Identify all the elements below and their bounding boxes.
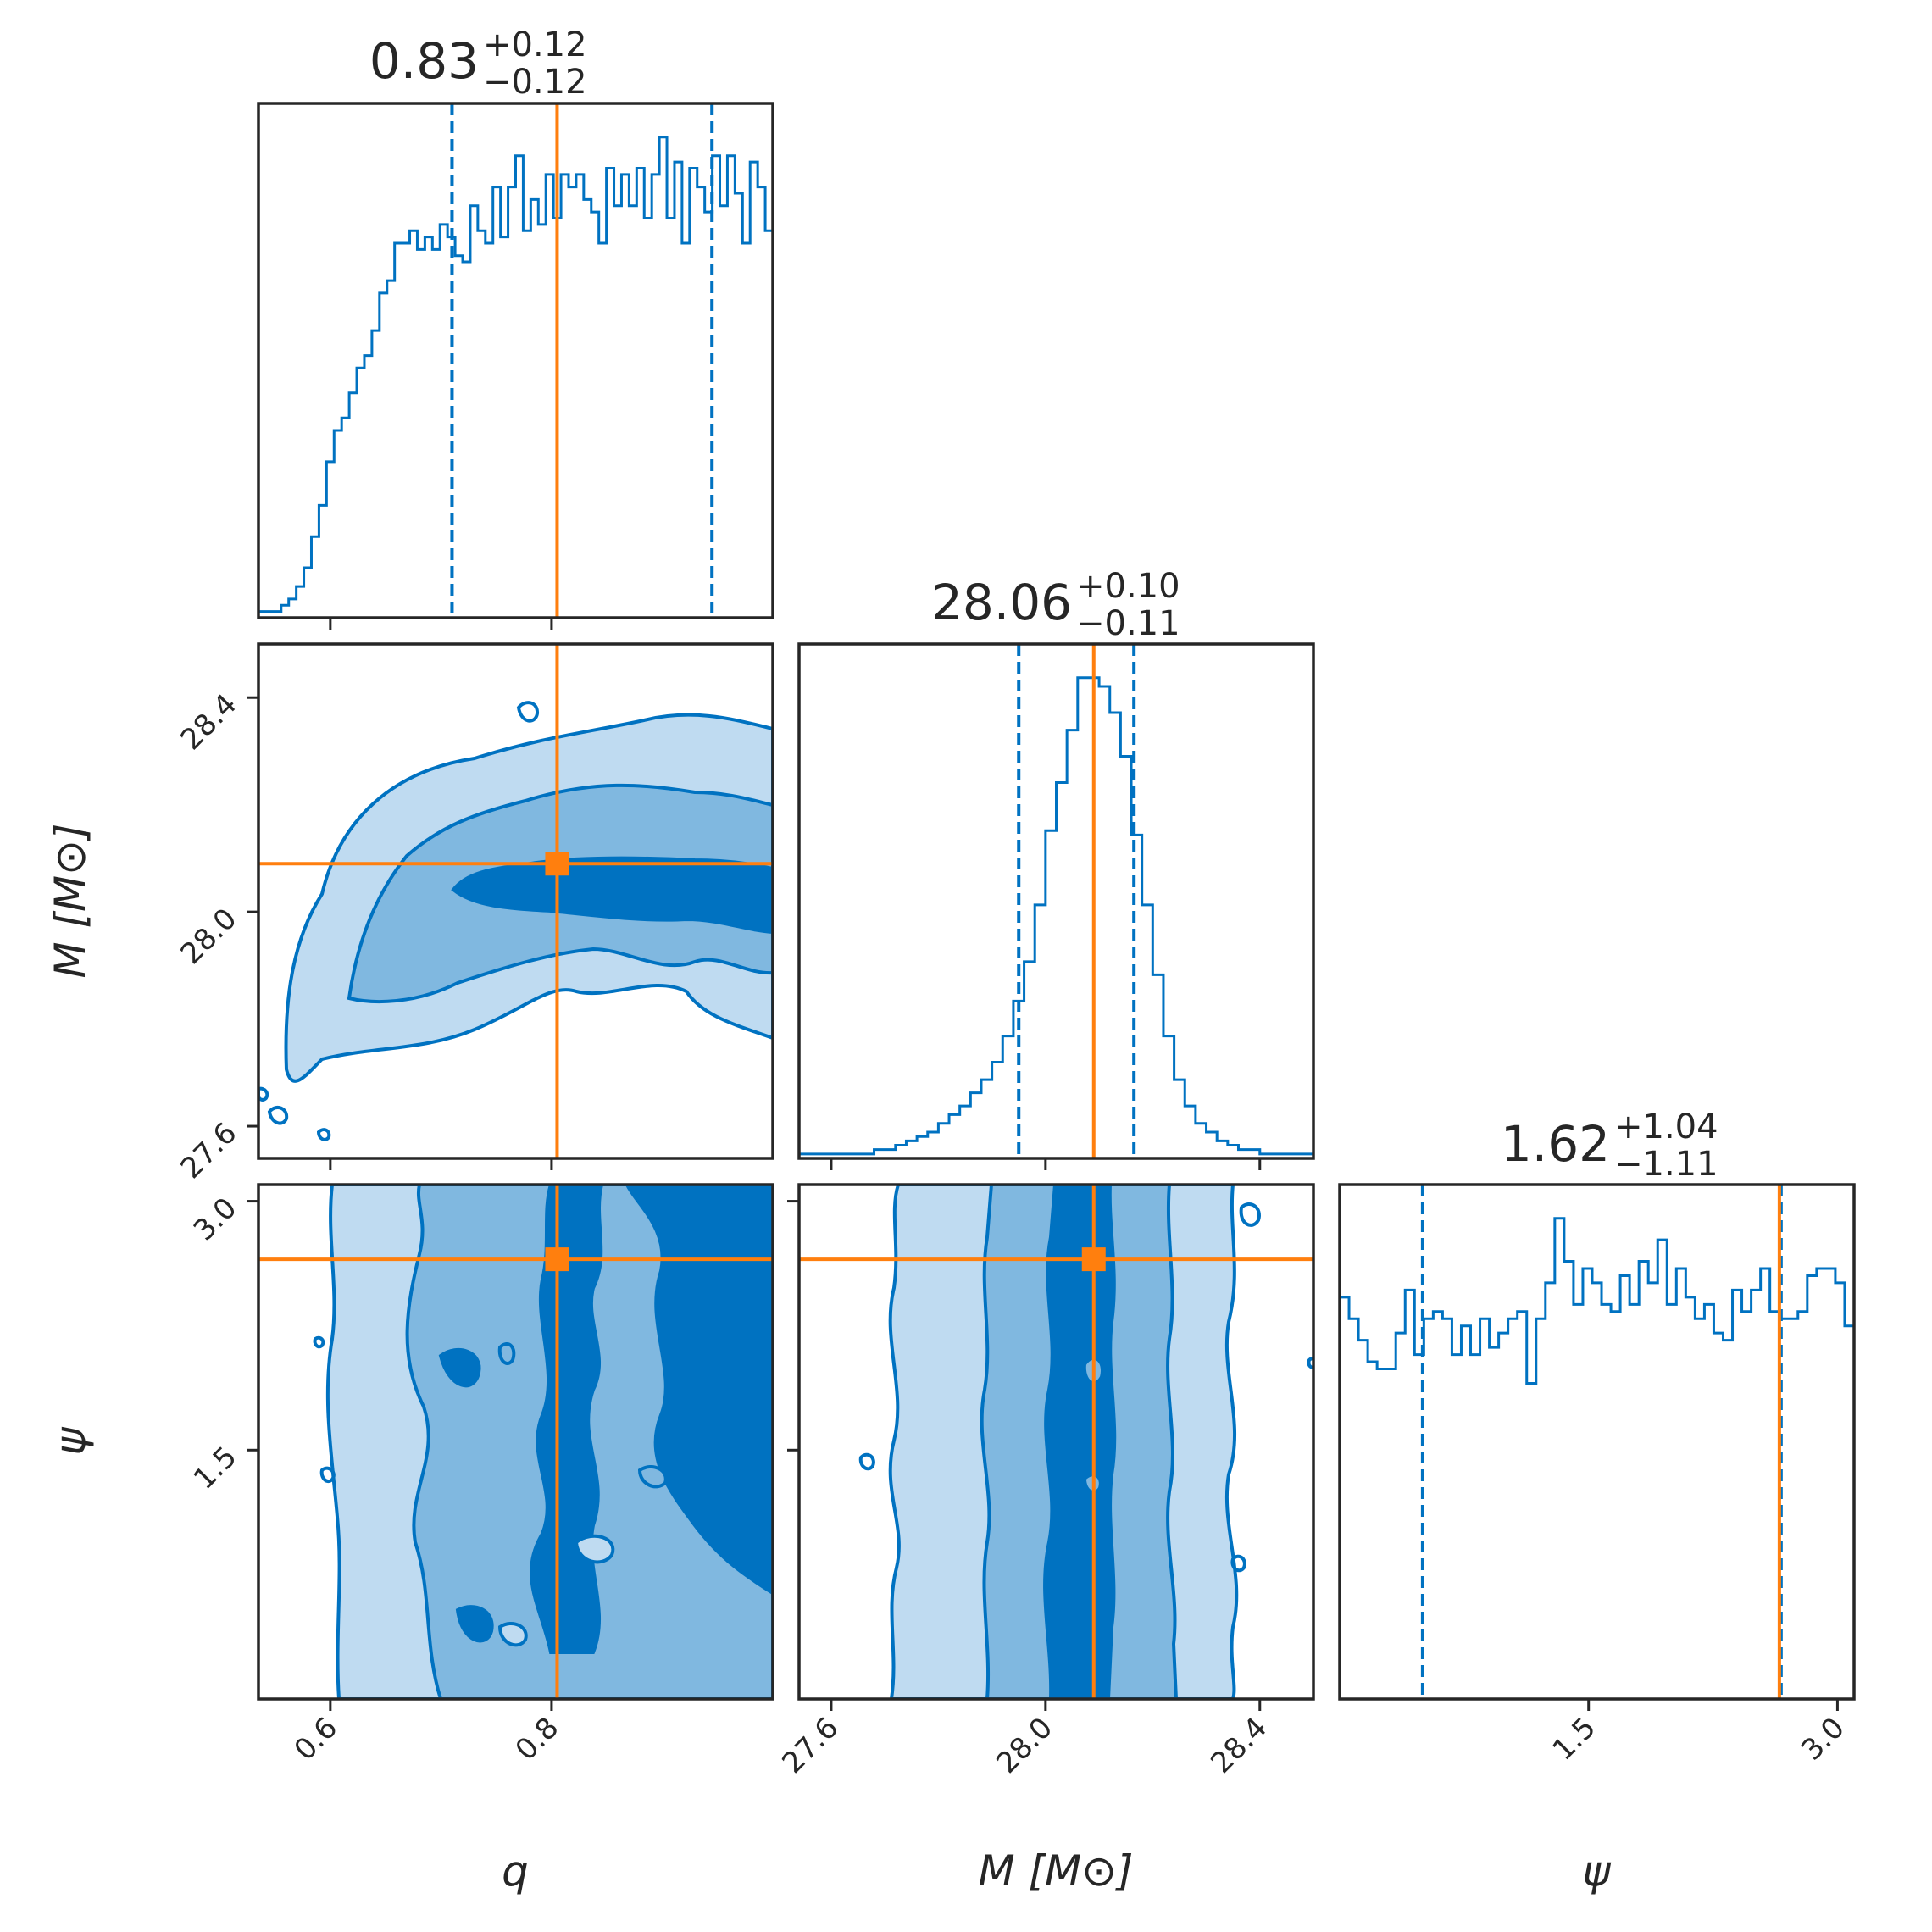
- title-M: 28.06 +0.10 −0.11: [931, 567, 1180, 643]
- frame-2d-M-psi: [797, 1183, 1315, 1701]
- frame-2d-q-M: [257, 642, 774, 1160]
- contour-q-psi-island: [319, 1466, 336, 1484]
- contour-M-psi-island: [1239, 1202, 1261, 1227]
- contour-M-psi-island: [1230, 1554, 1246, 1573]
- frame-hist-psi: [1338, 1183, 1856, 1701]
- title-psi-plus: +1.04: [1614, 1108, 1718, 1146]
- truth-marker-M-psi: [1081, 1247, 1106, 1272]
- xtick-label-q: 0.8: [509, 1711, 566, 1768]
- ylabel-psi: ψ: [46, 1426, 95, 1455]
- panel-hist-psi: [1338, 1183, 1856, 1701]
- xlabel-psi: ψ: [1583, 1846, 1612, 1896]
- contour-M-psi-inner: [1043, 1185, 1117, 1699]
- panel-hist-M: [797, 642, 1315, 1160]
- contour-M-psi-island: [858, 1452, 875, 1471]
- contour-q-psi-inner: [625, 1185, 773, 1596]
- xtick-label-M: 28.0: [990, 1711, 1059, 1780]
- contour-q-psi-hole: [497, 1622, 528, 1647]
- title-q-plus: +0.12: [483, 25, 587, 64]
- contour-q-psi-hole: [497, 1342, 516, 1365]
- ytick-label-M: 28.0: [175, 902, 244, 971]
- title-M-plus: +0.10: [1076, 567, 1180, 606]
- contour-q-psi-inner: [455, 1605, 494, 1643]
- xlabel-q: q: [502, 1846, 529, 1896]
- frame-hist-M: [797, 642, 1315, 1160]
- contour-q-M-island: [316, 1128, 331, 1141]
- contour-q-M-island: [516, 701, 539, 723]
- frame-hist-q: [257, 102, 774, 619]
- xtick-label-q: 0.6: [288, 1711, 345, 1768]
- title-q: 0.83 +0.12 −0.12: [369, 25, 587, 102]
- xtick-label-psi: 3.0: [1795, 1711, 1852, 1768]
- ytick-label-psi: 3.0: [187, 1191, 244, 1248]
- title-q-median: 0.83: [369, 32, 479, 90]
- ytick-label-M: 28.4: [175, 687, 244, 757]
- ylabel-M: M [M⊙]: [46, 823, 95, 978]
- title-psi: 1.62 +1.04 −1.11: [1501, 1108, 1718, 1184]
- truth-marker-q-psi: [545, 1247, 569, 1272]
- xtick-label-M: 27.6: [775, 1711, 845, 1780]
- title-M-median: 28.06: [931, 574, 1072, 631]
- contour-q-M-island: [267, 1105, 289, 1125]
- contour-q-psi-inner: [530, 1185, 604, 1654]
- title-psi-minus: −1.11: [1614, 1145, 1718, 1184]
- panel-2d-q-M: [257, 642, 774, 1160]
- hist-step-q: [258, 136, 773, 618]
- panel-2d-M-psi: [797, 1183, 1315, 1701]
- ytick-label-psi: 1.5: [187, 1440, 244, 1496]
- ytick-label-M: 27.6: [175, 1116, 244, 1185]
- hist-step-M: [799, 676, 1313, 1158]
- title-M-minus: −0.11: [1076, 604, 1180, 643]
- contour-q-psi-island: [313, 1335, 325, 1349]
- panel-hist-q: [257, 102, 774, 619]
- title-psi-median: 1.62: [1501, 1115, 1610, 1173]
- title-q-minus: −0.12: [483, 63, 587, 102]
- xtick-label-psi: 1.5: [1546, 1711, 1603, 1768]
- contour-q-psi-hole: [574, 1534, 615, 1564]
- contour-q-psi-inner: [438, 1347, 481, 1388]
- xlabel-M: M [M⊙]: [978, 1846, 1133, 1896]
- panel-2d-q-psi: [257, 1183, 774, 1701]
- contour-q-psi-hole: [637, 1465, 668, 1489]
- frame-2d-q-psi: [257, 1183, 774, 1701]
- xtick-label-M: 28.4: [1204, 1711, 1274, 1780]
- truth-marker-q-M: [545, 852, 569, 876]
